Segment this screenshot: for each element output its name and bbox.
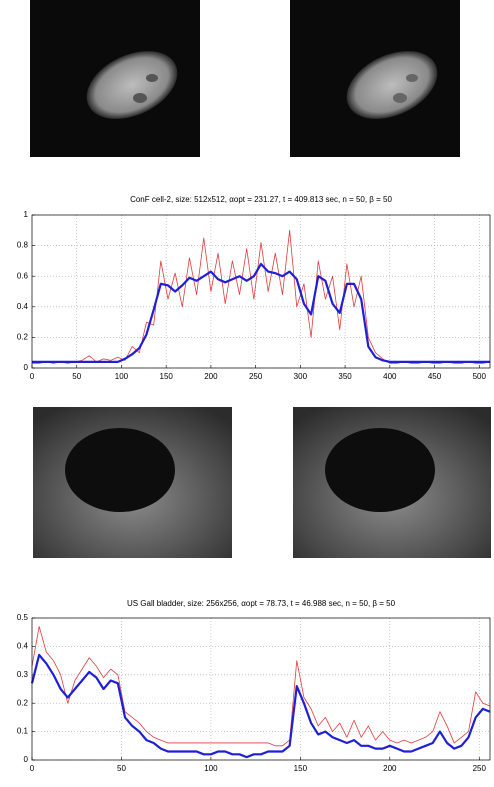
x-tick-label: 300 — [294, 372, 308, 381]
x-tick-label: 450 — [428, 372, 442, 381]
y-tick-label: 0.3 — [17, 670, 29, 679]
x-tick-label: 100 — [115, 372, 129, 381]
plot-area — [32, 618, 490, 760]
data-line — [30, 653, 491, 759]
data-line — [32, 262, 490, 363]
y-tick-label: 0.4 — [17, 302, 29, 311]
y-tick-label: 0.8 — [17, 241, 29, 250]
y-tick-label: 0.1 — [17, 727, 29, 736]
y-tick-label: 0.5 — [17, 613, 29, 622]
plot-frame — [31, 617, 491, 761]
chart-title: ConF cell-2, size: 512x512, αopt = 231.2… — [130, 195, 392, 204]
ultrasound-image-right — [293, 407, 491, 558]
cell-image-right — [290, 0, 460, 157]
x-tick-label: 250 — [473, 764, 487, 773]
x-tick-label: 200 — [383, 764, 397, 773]
y-tick-label: 0 — [24, 363, 29, 372]
plot-area — [32, 215, 490, 368]
plot-frame — [31, 214, 491, 369]
y-tick-label: 0.6 — [17, 271, 29, 280]
x-tick-label: 150 — [294, 764, 308, 773]
y-tick-label: 0.2 — [17, 698, 29, 707]
y-tick-label: 0.4 — [17, 642, 29, 651]
x-tick-label: 500 — [473, 372, 487, 381]
y-tick-label: 0 — [24, 755, 29, 764]
x-tick-label: 200 — [204, 372, 218, 381]
y-tick-label: 1 — [24, 210, 29, 219]
cell-image-left — [30, 0, 200, 157]
data-line — [32, 229, 491, 364]
x-tick-label: 250 — [249, 372, 263, 381]
x-tick-label: 400 — [383, 372, 397, 381]
chart-title: US Gall bladder, size: 256x256, αopt = 7… — [127, 599, 396, 608]
x-tick-label: 150 — [160, 372, 174, 381]
x-tick-label: 350 — [338, 372, 352, 381]
y-tick-label: 0.2 — [17, 333, 29, 342]
x-tick-label: 100 — [204, 764, 218, 773]
x-tick-label: 0 — [30, 372, 35, 381]
x-tick-label: 50 — [117, 764, 126, 773]
ultrasound-image-left — [33, 407, 232, 558]
data-line — [31, 626, 491, 747]
x-tick-label: 50 — [72, 372, 81, 381]
x-tick-label: 0 — [30, 764, 35, 773]
